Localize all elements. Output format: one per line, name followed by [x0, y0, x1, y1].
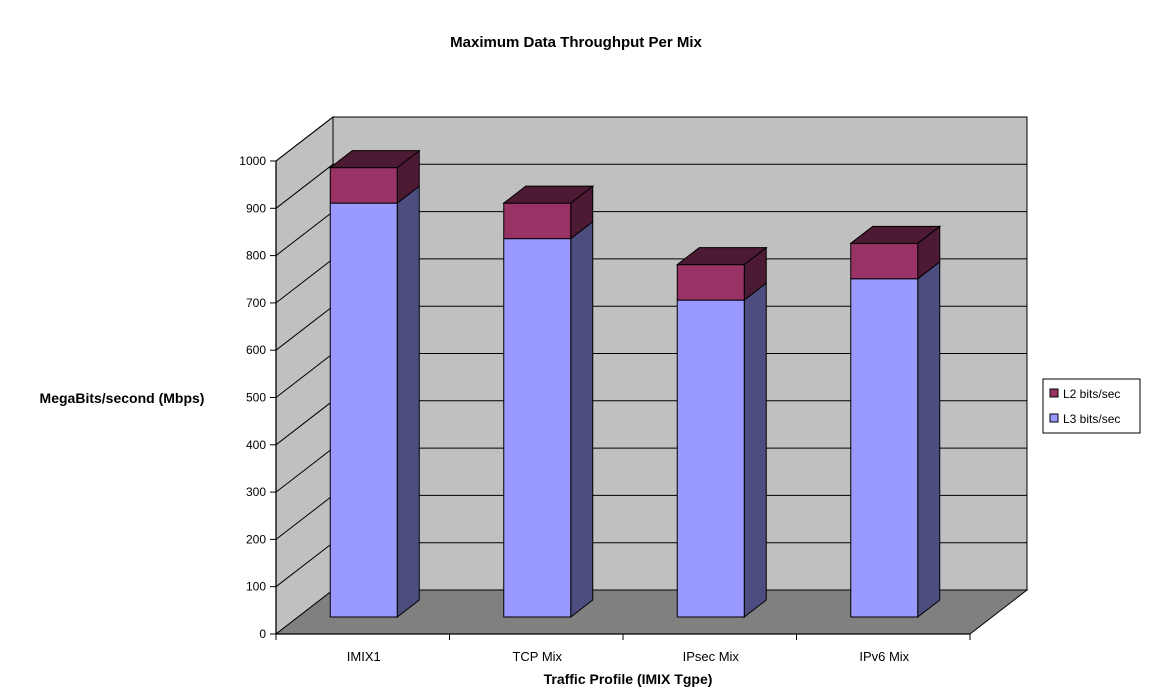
bar-l2-2	[502, 185, 595, 240]
y-tick-label: 200	[246, 532, 266, 546]
x-tick-label: TCP Mix	[512, 649, 562, 664]
bar-l3-1	[329, 185, 420, 619]
gridline	[275, 163, 1027, 209]
legend-item: L3 bits/sec	[1049, 412, 1120, 426]
y-tick-label: 400	[246, 438, 266, 452]
axes: 0 100 200 300 400 500 600 700 800 900 1000 IMIX1 TCP…	[239, 154, 971, 664]
x-tick-label: IPv6 Mix	[859, 649, 909, 664]
bar-l2-3	[675, 246, 768, 302]
x-tick-label: IMIX1	[347, 649, 381, 664]
y-tick-label: 600	[246, 343, 266, 357]
y-tick-label: 300	[246, 485, 266, 499]
bar-l2-4	[849, 225, 942, 280]
y-tick-label: 1000	[239, 154, 266, 168]
bar-l3-2	[503, 220, 594, 619]
legend: L2 bits/sec L3 bits/sec	[1042, 378, 1141, 434]
legend-swatch	[1049, 413, 1059, 423]
y-tick-label: 500	[246, 391, 266, 405]
y-tick-label: 900	[246, 201, 266, 215]
legend-label: L3 bits/sec	[1063, 412, 1120, 426]
y-tick-label: 100	[246, 580, 266, 594]
y-axis-title: MegaBits/second (Mbps)	[40, 390, 205, 406]
x-axis-title: Traffic Profile (IMIX Tgpe)	[544, 671, 713, 687]
legend-box	[1042, 378, 1141, 434]
bar-l2-1	[328, 149, 421, 205]
bar-l3-3	[676, 282, 767, 619]
y-tick-label: 0	[259, 627, 266, 641]
bar-l3-4	[850, 260, 941, 619]
legend-item: L2 bits/sec	[1049, 387, 1120, 401]
gridline	[275, 116, 1027, 162]
legend-swatch	[1049, 388, 1059, 398]
y-tick-label: 800	[246, 249, 266, 263]
x-tick-label: IPsec Mix	[683, 649, 740, 664]
y-tick-label: 700	[246, 296, 266, 310]
chart-title: Maximum Data Throughput Per Mix	[450, 34, 702, 51]
bars	[328, 149, 942, 619]
legend-label: L2 bits/sec	[1063, 387, 1120, 401]
